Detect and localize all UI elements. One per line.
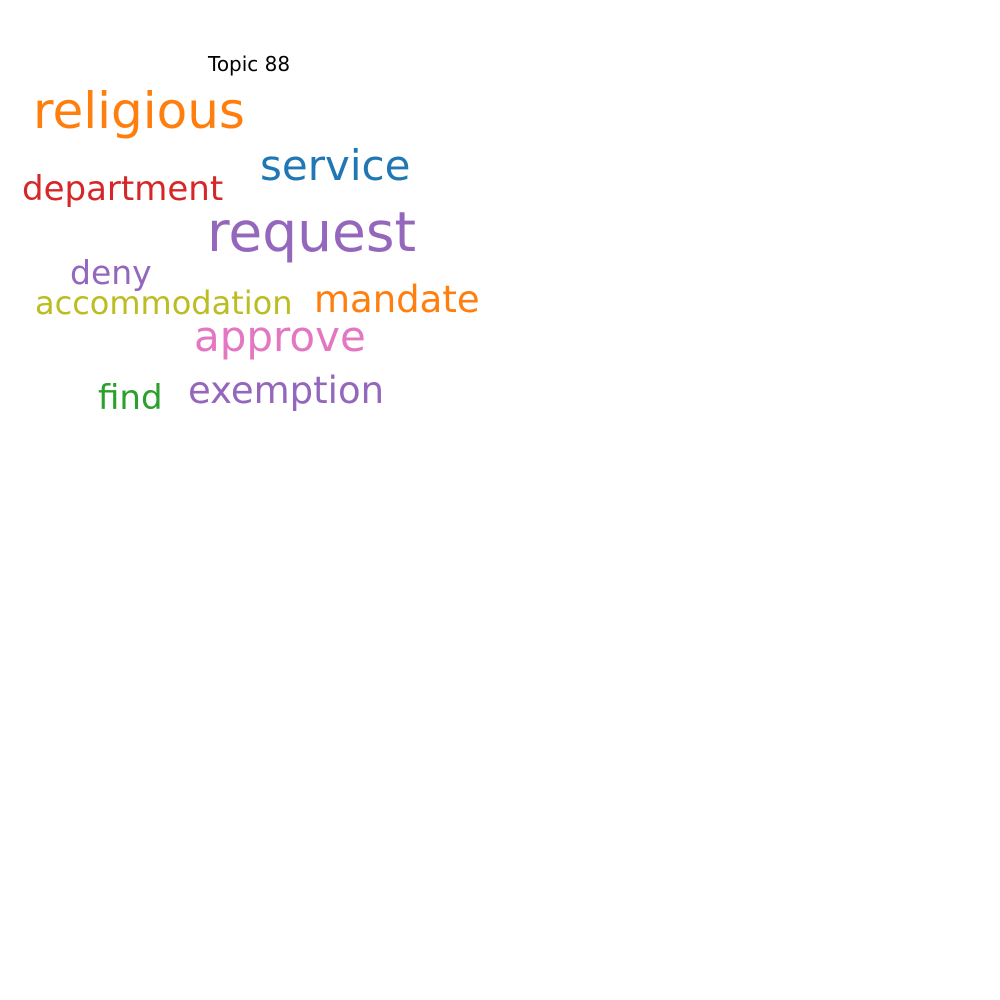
word-accommodation: accommodation [35,284,293,322]
word-find: find [98,378,163,418]
word-exemption: exemption [188,369,385,412]
word-religious: religious [33,82,245,140]
word-deny: deny [70,253,152,292]
word-approve: approve [194,312,366,361]
word-mandate: mandate [314,278,480,321]
word-service: service [260,141,411,190]
word-department: department [22,169,224,209]
chart-title: Topic 88 [208,52,291,76]
word-request: request [207,200,417,264]
